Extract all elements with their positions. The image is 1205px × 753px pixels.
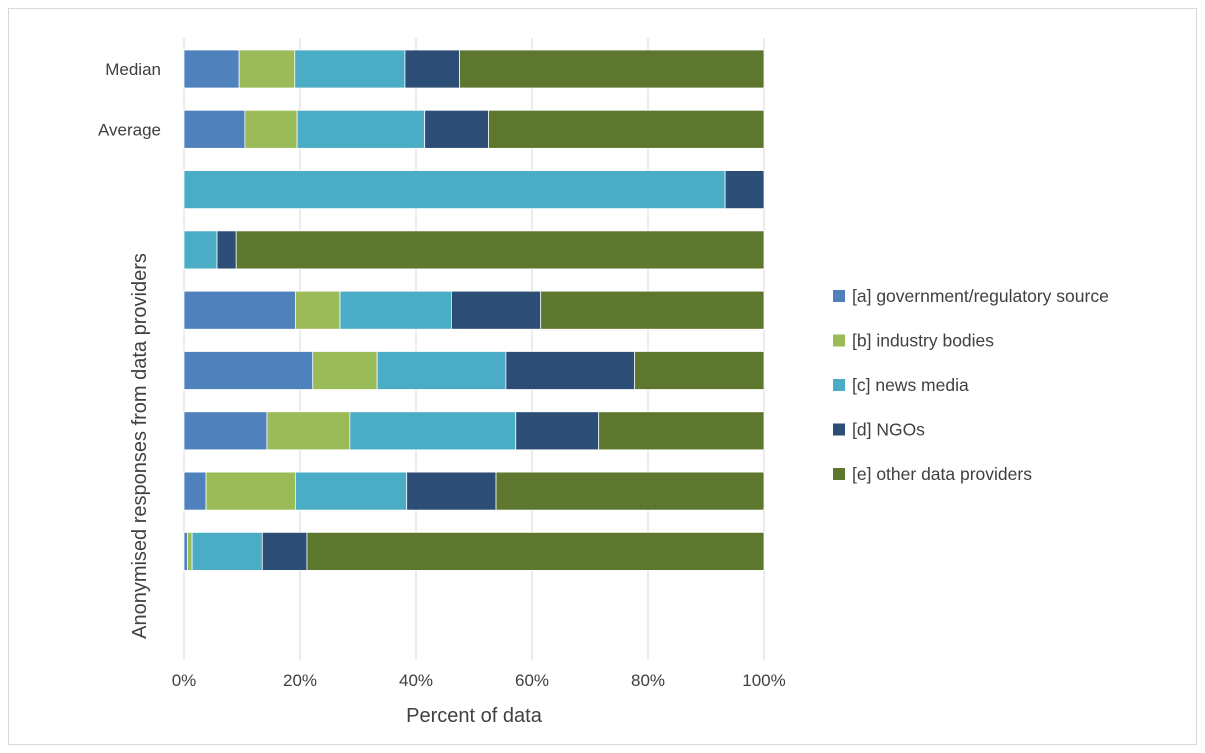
bar-segment [294,290,341,330]
bar-segment [294,471,408,511]
bar-segment [505,351,636,390]
y-category-label: Average [98,120,161,139]
bar-segment [183,471,207,511]
bar-segment [424,109,489,149]
bar-segment [235,230,765,270]
y-axis-title: Anonymised responses from data providers [129,253,151,639]
bar-segment [451,290,542,330]
bar-segment [238,49,296,89]
bar-segment [261,532,308,571]
bar-segment [306,532,765,571]
legend-label: [b] industry bodies [852,331,994,351]
bar-segment [459,49,765,89]
legend-swatch [833,290,845,302]
bar-segment [634,351,765,390]
x-axis-title: Percent of data [406,705,543,727]
category-labels: Median Average [98,60,161,139]
bar-segment [406,471,497,511]
bar-segment [349,411,517,451]
legend: [a] government/regulatory source [b] indu… [833,286,1109,484]
bar-segment [216,230,237,270]
bar-segment [191,532,263,571]
x-tick-label: 40% [399,671,433,690]
bar-segment [404,49,460,89]
bar-segment [312,351,378,390]
legend-swatch [833,334,845,347]
x-tick-label: 60% [515,671,549,690]
bar-segment [183,230,218,270]
bar-segment [488,109,765,149]
bars [183,49,765,571]
bar-segment [183,170,726,209]
bar-segment [183,411,268,451]
bar-segment [495,471,765,511]
bar-segment [339,290,452,330]
bar-segment [266,411,351,451]
bar-segment [540,290,765,330]
x-tick-label: 20% [283,671,317,690]
x-tick-label: 0% [172,671,197,690]
bar-segment [294,49,406,89]
legend-label: [a] government/regulatory source [852,286,1109,306]
y-category-label: Median [105,60,161,79]
bar-segment [205,471,296,511]
legend-swatch [833,423,845,436]
bar-segment [183,109,246,149]
bar-segment [187,532,193,571]
x-tick-label: 80% [631,671,665,690]
x-tick-labels: 0% 20% 40% 60% 80% 100% [172,671,786,690]
bar-segment [376,351,507,390]
legend-label: [d] NGOs [852,420,925,440]
bar-segment [244,109,298,149]
x-tick-label: 100% [742,671,785,690]
bar-segment [515,411,600,451]
bar-segment [183,49,240,89]
bar-segment [183,532,188,571]
bar-segment [724,170,765,209]
legend-swatch [833,468,845,480]
legend-swatch [833,379,845,391]
bar-segment [296,109,426,149]
bar-segment [183,351,314,390]
legend-label: [e] other data providers [852,464,1032,484]
legend-label: [c] news media [852,375,969,395]
bar-segment [598,411,765,451]
bar-segment [183,290,296,330]
